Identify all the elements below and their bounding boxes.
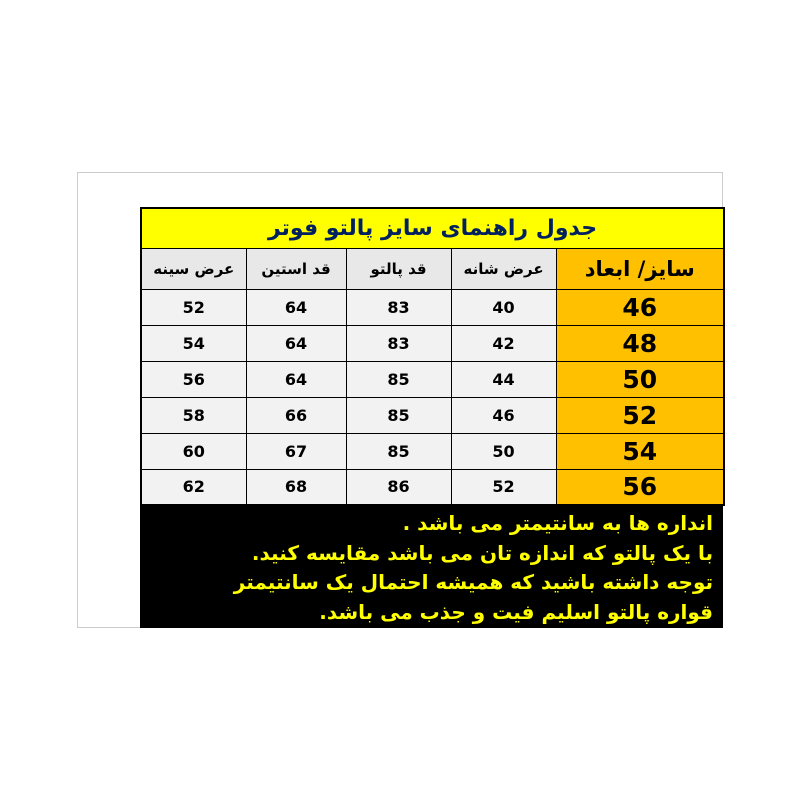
measure-cell: 66 [245, 396, 347, 434]
measure-cell: 40 [450, 288, 557, 326]
measure-cell: 44 [450, 360, 557, 398]
column-header-coat-length: قد پالتو [345, 247, 452, 290]
measure-cell: 64 [245, 360, 347, 398]
measure-cell: 50 [450, 432, 557, 470]
size-cell: 52 [555, 396, 725, 434]
measure-cell: 64 [245, 324, 347, 362]
notes-block: انداره ها به سانتیمتر می باشد . با یک پا… [140, 505, 723, 628]
measure-cell: 85 [345, 432, 452, 470]
table-row: 50 44 85 64 56 [140, 360, 725, 398]
size-guide-table: جدول راهنمای سایز پالتو فوتر سایز/ ابعاد… [140, 207, 726, 506]
measure-cell: 46 [450, 396, 557, 434]
size-cell: 46 [555, 288, 725, 326]
measure-cell: 83 [345, 288, 452, 326]
table-header-row: سایز/ ابعاد عرض شانه قد پالتو قد استین ع… [140, 247, 725, 290]
table-row: 56 52 86 68 62 [140, 468, 725, 506]
size-cell: 50 [555, 360, 725, 398]
measure-cell: 67 [245, 432, 347, 470]
measure-cell: 86 [345, 468, 452, 506]
column-header-size: سایز/ ابعاد [555, 247, 725, 290]
column-header-chest-width: عرض سینه [140, 247, 247, 290]
measure-cell: 54 [140, 324, 247, 362]
note-line: قواره پالتو اسلیم فیت و جذب می باشد. [319, 599, 713, 624]
table-row: 48 42 83 64 54 [140, 324, 725, 362]
measure-cell: 62 [140, 468, 247, 506]
table-row: 54 50 85 67 60 [140, 432, 725, 470]
column-header-shoulder-width: عرض شانه [450, 247, 557, 290]
measure-cell: 83 [345, 324, 452, 362]
note-line: توجه داشته باشید که همیشه احتمال یک سانت… [233, 570, 713, 594]
measure-cell: 56 [140, 360, 247, 398]
measure-cell: 85 [345, 396, 452, 434]
table-title: جدول راهنمای سایز پالتو فوتر [140, 207, 725, 249]
size-cell: 54 [555, 432, 725, 470]
table-title-row: جدول راهنمای سایز پالتو فوتر [140, 207, 725, 249]
measure-cell: 68 [245, 468, 347, 506]
measure-cell: 52 [140, 288, 247, 326]
table-row: 52 46 85 66 58 [140, 396, 725, 434]
measure-cell: 64 [245, 288, 347, 326]
column-header-sleeve-length: قد استین [245, 247, 347, 290]
size-cell: 48 [555, 324, 725, 362]
measure-cell: 52 [450, 468, 557, 506]
measure-cell: 85 [345, 360, 452, 398]
table-row: 46 40 83 64 52 [140, 288, 725, 326]
size-cell: 56 [555, 468, 725, 506]
measure-cell: 58 [140, 396, 247, 434]
measure-cell: 60 [140, 432, 247, 470]
note-line: با یک پالتو که اندازه تان می باشد مقایسه… [251, 540, 713, 565]
note-line: انداره ها به سانتیمتر می باشد . [402, 511, 713, 535]
measure-cell: 42 [450, 324, 557, 362]
